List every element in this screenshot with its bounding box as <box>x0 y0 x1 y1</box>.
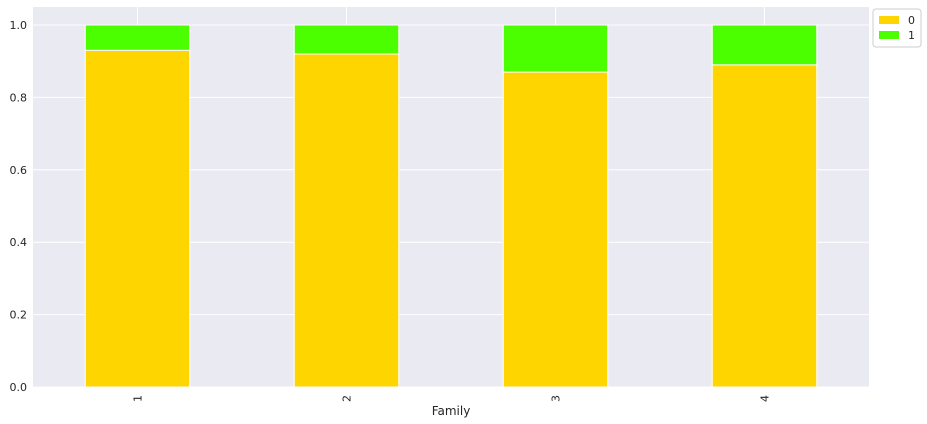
y-tick-label: 0.6 <box>10 164 28 177</box>
x-tick-label: 2 <box>341 395 354 402</box>
bar-segment-series-1 <box>502 24 609 73</box>
x-axis-label: Family <box>432 404 471 418</box>
x-tick-label: 3 <box>550 395 563 402</box>
legend-swatch <box>879 16 899 24</box>
x-tick-label: 1 <box>132 395 145 402</box>
legend-swatch <box>879 31 899 39</box>
x-tick-label: 4 <box>759 395 772 402</box>
bar-segment-series-0 <box>293 53 400 388</box>
y-tick-label: 0.8 <box>10 91 28 104</box>
legend-label: 1 <box>908 29 915 42</box>
y-tick-label: 1.0 <box>10 19 28 32</box>
legend: 01 <box>872 8 922 48</box>
bar-segment-series-0 <box>502 71 609 388</box>
bars <box>84 24 818 388</box>
y-tick-label: 0.0 <box>10 381 28 394</box>
bar-segment-series-1 <box>84 24 191 51</box>
bar-segment-series-1 <box>293 24 400 55</box>
bar-segment-series-0 <box>84 49 191 388</box>
y-axis-ticks: 0.0 0.2 0.4 0.6 0.8 1.0 <box>10 19 28 394</box>
y-tick-label: 0.4 <box>10 236 28 249</box>
bar-segment-series-1 <box>711 24 818 66</box>
bar-segment-series-0 <box>711 64 818 388</box>
legend-label: 0 <box>908 14 915 27</box>
x-axis-ticks: 1 2 3 4 <box>132 395 772 402</box>
y-tick-label: 0.2 <box>10 309 28 322</box>
